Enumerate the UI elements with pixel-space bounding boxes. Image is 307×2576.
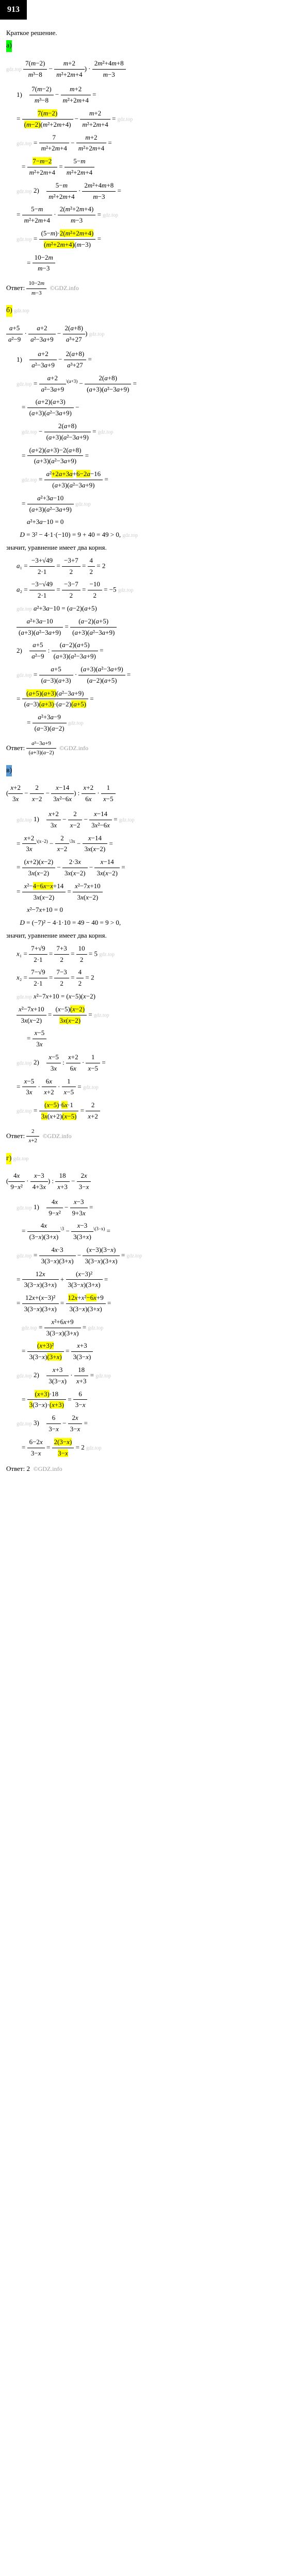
- c-s4: = x²−4−6x−x+143x(x−2) = x²−7x+103x(x−2): [17, 881, 301, 903]
- a-expr: gdz.top 7(m−2)m³−8 − m+2m²+2m+4) · 2m²+4…: [6, 58, 301, 80]
- b-expr: a+5a²−9 · a+2a²−3a+9 − 2(a+8)a³+27) gdz.…: [6, 323, 301, 345]
- label-d: г): [6, 1153, 11, 1164]
- c-s6: D = (−7)² − 4·1·10 = 49 − 40 = 9 > 0,: [17, 918, 301, 928]
- watermark-icon: gdz.top: [6, 66, 22, 72]
- c-s12: = x−53x · 6xx+2 · 1x−5 = gdz.top: [17, 1076, 301, 1098]
- c-s3: = (x+2)(x−2)3x(x−2) − 2·3x3x(x−2) − x−14…: [17, 857, 301, 879]
- d-s1: gdz.top 1) 4x9−x² − x−39+3x =: [17, 1197, 301, 1219]
- b-s14: 2) a+5a²−9 : (a−2)(a+5)(a+3)(a²−3a+9) =: [17, 640, 301, 662]
- d-s2: = 4x(3−x)(3+x)\3 − x−33(3+x)\(3−x) =: [22, 1221, 301, 1243]
- c-s9: x²−7x+103x(x−2) = (x−5)(x−2)3x(x−2) = gd…: [17, 1004, 301, 1026]
- section-d: г) gdz.top (4x9−x² · x−34+3x) : 18x+3 − …: [6, 1151, 301, 1475]
- d-s7: = (x+3)²3(3−x)(3+x) = x+33(3−x): [22, 1341, 301, 1363]
- a-s3: gdz.top = 7m²+2m+4 − m+2m²+2m+4 =: [17, 132, 301, 155]
- title: Краткое решение.: [6, 28, 301, 39]
- b-s14b: gdz.top = a+5(a−3)(a+3) · (a+3)(a²−3a+9)…: [17, 664, 301, 686]
- c-s2: = x+23x\(x−2) − 2x−2\3x − x−143x(x−2) =: [17, 833, 301, 855]
- a-s4: = 7−m−2m²+2m+4 = 5−mm²+2m+4: [22, 156, 301, 178]
- solution-content: Краткое решение. а) gdz.top 7(m−2)m³−8 −…: [0, 20, 307, 1484]
- c-s13: gdz.top = (x−5)·6x·13x(x+2)(x−5) = 2x+2: [17, 1100, 301, 1122]
- c-s11: gdz.top 2) x−53x : x+26x · 1x−5 =: [17, 1052, 301, 1074]
- a-s1: 1) 7(m−2)m³−8 − m+2m²+2m+4 =: [17, 84, 301, 106]
- b-s11: gdz.top a²+3a−10 = (a−2)(a+5): [17, 603, 301, 614]
- b-s15: = (a+5)(a+3)(a²−3a+9)(a−3)(a+3)·(a−2)(a+…: [17, 688, 301, 710]
- section-c: в) (x+23x − 2x−2 − x−143x²−6x) : x+26x ·…: [6, 763, 301, 1146]
- section-a: а) gdz.top 7(m−2)m³−8 − m+2m²+2m+4) · 2m…: [6, 38, 301, 298]
- a-s6: = 5−mm²+2m+4 · 2(m²+2m+4)m−3 = gdz.top: [17, 204, 301, 226]
- b-s16: = a²+3a−9(a−3)(a−2) gdz.top: [27, 712, 301, 734]
- label-a: а): [6, 40, 12, 52]
- c-s1: gdz.top 1) x+23x − 2x−2 − x−143x²−6x = g…: [17, 809, 301, 831]
- d-s4: = 12x3(3−x)(3+x) + (x−3)²3(3−x)(3+x) =: [17, 1269, 301, 1291]
- a-s5: gdz.top 2) 5−mm²+2m+4 · 2m²+4m+8m−3 =: [17, 180, 301, 202]
- d-s5: = 12x+(x−3)²3(3−x)(3+x) = 12x+x²−6x+93(3…: [17, 1293, 301, 1315]
- d-expr: (4x9−x² · x−34+3x) : 18x+3 − 2x3−x: [6, 1171, 301, 1193]
- b-a1: a₁ = −3+√492·1 = −3+72 = 42 = 2: [17, 555, 301, 578]
- c-expr: (x+23x − 2x−2 − x−143x²−6x) : x+26x · 1x…: [6, 783, 301, 805]
- b-s10: значит, уравнение имеет два корня.: [6, 543, 301, 553]
- d-s9: = (x+3)·183(3−x)·(x+3) = 63−x: [22, 1389, 301, 1411]
- c-s5: x²−7x+10 = 0: [27, 905, 301, 916]
- a-s8: = 10−2mm−3: [27, 252, 301, 275]
- b-s6: gdz.top = a²+2a+3a+6−2a−16(a+3)(a²−3a+9)…: [22, 469, 301, 491]
- b-s4: gdz.top − 2(a+8)(a+3)(a²−3a+9) = gdz.top: [22, 421, 301, 443]
- c-s8: gdz.top x²−7x+10 = (x−5)(x−2): [17, 991, 301, 1002]
- label-c: в): [6, 765, 12, 776]
- c-s10: = x−53x: [27, 1028, 301, 1050]
- d-s10: gdz.top 3) 63−x − 2x3−x =: [17, 1413, 301, 1435]
- c-s7: значит, уравнение имеет два корня.: [6, 930, 301, 941]
- answer-c: Ответ: 2x+2 ©GDZ.info: [6, 1127, 301, 1146]
- b-a2: a₂ = −3−√492·1 = −3−72 = −102 = −5 gdz.t…: [17, 579, 301, 601]
- section-b: б) gdz.top a+5a²−9 · a+2a²−3a+9 − 2(a+8)…: [6, 303, 301, 758]
- b-s5: = (a+2)(a+3)−2(a+8)(a+3)(a²−3a+9) =: [22, 445, 301, 467]
- problem-number: 913: [7, 5, 20, 14]
- d-s8: gdz.top 2) x+33(3−x) · 18x+3 = gdz.top: [17, 1365, 301, 1387]
- b-s3: = (a+2)(a+3)(a+3)(a²−3a+9) −: [22, 397, 301, 419]
- b-s7: = a²+3a−10(a+3)(a²−3a+9) gdz.top: [22, 493, 301, 515]
- b-s9: D = 3² − 4·1·(−10) = 9 + 40 = 49 > 0, gd…: [17, 530, 301, 540]
- d-s3: gdz.top = 4x·33(3−x)(3+x) − (x−3)(3−x)3(…: [17, 1245, 301, 1267]
- b-s1: 1) a+2a²−3a+9 − 2(a+8)a³+27 =: [17, 349, 301, 371]
- a-s2: = 7(m−2)(m−2)(m²+2m+4) − m+2m²+2m+4 = gd…: [17, 108, 301, 130]
- problem-number-box: 913: [0, 0, 27, 20]
- c-x1: x₁ = 7+√92·1 = 7+32 = 102 = 5 gdz.top: [17, 943, 301, 965]
- b-s8: a²+3a−10 = 0: [27, 517, 301, 528]
- a-s7: gdz.top = (5−m)·2(m²+2m+4)(m²+2m+4)(m−3)…: [17, 228, 301, 250]
- c-x2: x₂ = 7−√92·1 = 7−32 = 42 = 2: [17, 967, 301, 989]
- b-s2: gdz.top = a+2a²−3a+9\(a+3) − 2(a+8)(a+3)…: [17, 373, 301, 395]
- d-s6: gdz.top = x²+6x+93(3−x)(3+x) = gdz.top: [22, 1317, 301, 1339]
- label-b: б): [6, 305, 12, 316]
- answer-a: Ответ: 10−2mm−3 ©GDZ.info: [6, 279, 301, 298]
- answer-b: Ответ: a²−3a+9(a+3)(a−2) ©GDZ.info: [6, 739, 301, 758]
- answer-d: Ответ: 2 ©GDZ.info: [6, 1464, 301, 1475]
- d-s11: = 6−2x3−x = 2(3−x)3−x = 2 gdz.top: [22, 1437, 301, 1459]
- b-s12: a²+3a−10(a+3)(a²−3a+9) = (a−2)(a+5)(a+3)…: [17, 616, 301, 638]
